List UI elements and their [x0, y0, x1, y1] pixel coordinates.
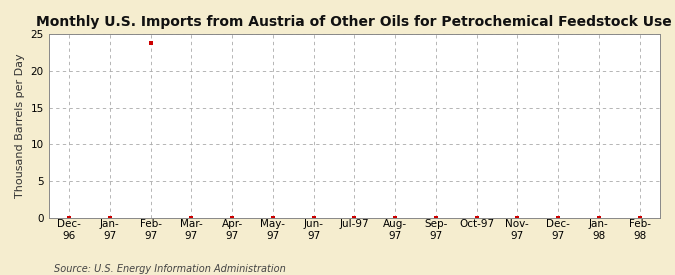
Title: Monthly U.S. Imports from Austria of Other Oils for Petrochemical Feedstock Use: Monthly U.S. Imports from Austria of Oth… — [36, 15, 672, 29]
Y-axis label: Thousand Barrels per Day: Thousand Barrels per Day — [15, 54, 25, 198]
Text: Source: U.S. Energy Information Administration: Source: U.S. Energy Information Administ… — [54, 264, 286, 274]
